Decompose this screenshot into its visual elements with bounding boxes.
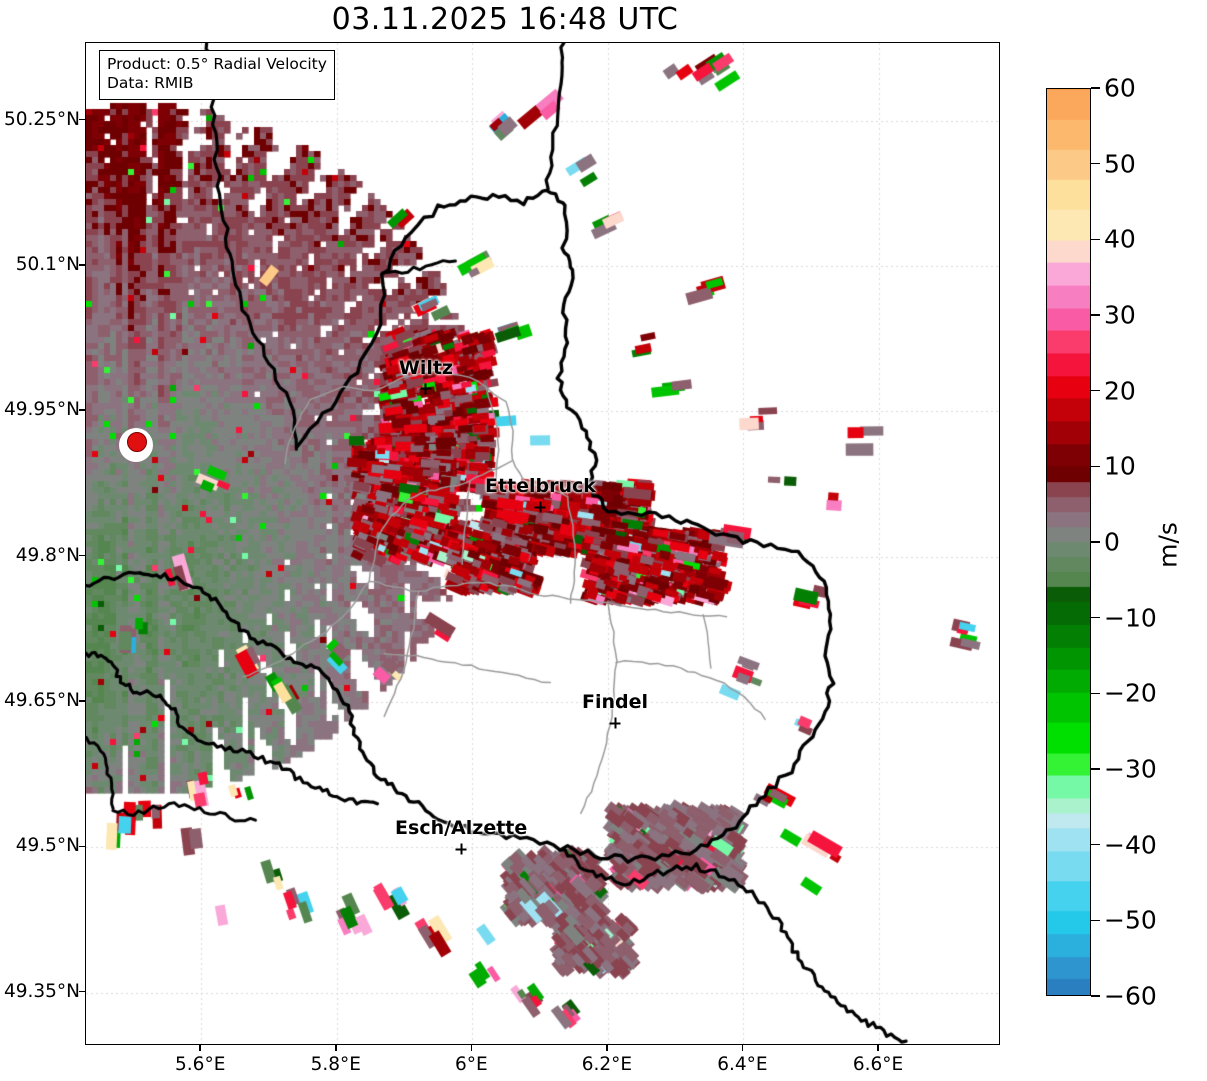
x-axis-tick-label: 5.8°E bbox=[310, 1054, 361, 1075]
x-axis-tick-label: 5.6°E bbox=[175, 1054, 226, 1075]
x-axis-tick bbox=[741, 1045, 744, 1051]
colorbar-tick-label: 20 bbox=[1104, 376, 1136, 406]
product-info-box: Product: 0.5° Radial Velocity Data: RMIB bbox=[99, 50, 335, 100]
colorbar-tick bbox=[1091, 389, 1100, 392]
y-axis-tick bbox=[79, 118, 85, 121]
colorbar-tick bbox=[1091, 919, 1100, 922]
x-axis-tick-label: 6.4°E bbox=[717, 1054, 768, 1075]
map-canvas-wrapper bbox=[86, 43, 999, 1044]
city-marker-icon bbox=[534, 501, 546, 513]
city-marker-icon bbox=[609, 717, 621, 729]
y-axis-tick bbox=[79, 990, 85, 993]
colorbar-tick-label: 10 bbox=[1104, 451, 1136, 481]
y-axis-tick-label: 49.35°N bbox=[3, 980, 80, 1002]
colorbar-tick bbox=[1091, 768, 1100, 770]
colorbar-tick bbox=[1091, 692, 1100, 695]
x-axis-tick-label: 6.6°E bbox=[852, 1054, 904, 1075]
y-axis-tick-label: 50.1°N bbox=[15, 253, 80, 275]
colorbar-tick bbox=[1091, 843, 1100, 846]
y-axis-tick-label: 49.65°N bbox=[3, 689, 80, 711]
y-axis-tick-label: 49.95°N bbox=[3, 399, 80, 421]
colorbar-tick-label: 0 bbox=[1104, 527, 1120, 557]
y-axis-tick-label: 49.5°N bbox=[15, 835, 80, 857]
colorbar-tick bbox=[1091, 616, 1100, 619]
x-axis-tick-label: 6.2°E bbox=[581, 1054, 633, 1075]
city-label-wiltz: Wiltz bbox=[398, 356, 453, 379]
colorbar-tick bbox=[1091, 995, 1100, 997]
city-label-ettelbruck: Ettelbruck bbox=[484, 475, 596, 498]
radar-map-plot[interactable] bbox=[85, 42, 1000, 1045]
city-label-esch-alzette: Esch/Alzette bbox=[395, 817, 528, 840]
y-axis-tick bbox=[79, 409, 85, 412]
data-source-line: Data: RMIB bbox=[107, 74, 194, 93]
radar-site-dot-icon bbox=[126, 432, 147, 453]
x-axis-tick bbox=[470, 1045, 473, 1051]
city-marker-icon bbox=[455, 843, 467, 855]
colorbar-tick-label: 60 bbox=[1104, 73, 1136, 103]
colorbar-tick bbox=[1091, 162, 1100, 165]
colorbar bbox=[1046, 88, 1091, 996]
x-axis-tick bbox=[199, 1045, 202, 1051]
y-axis-tick bbox=[79, 264, 85, 266]
colorbar-tick bbox=[1091, 541, 1100, 543]
colorbar-tick-label: 40 bbox=[1104, 224, 1136, 254]
colorbar-gradient bbox=[1047, 89, 1090, 995]
colorbar-tick-label: −50 bbox=[1104, 905, 1157, 935]
city-marker-icon bbox=[420, 383, 432, 395]
x-axis-tick bbox=[334, 1045, 337, 1051]
colorbar-tick-label: 30 bbox=[1104, 300, 1136, 330]
radar-site-marker bbox=[118, 428, 153, 463]
colorbar-tick bbox=[1091, 465, 1100, 468]
colorbar-tick bbox=[1091, 314, 1100, 316]
x-axis-tick-label: 6°E bbox=[454, 1054, 488, 1075]
colorbar-tick-label: −10 bbox=[1104, 603, 1157, 633]
colorbar-tick-label: −30 bbox=[1104, 754, 1157, 784]
city-label-findel: Findel bbox=[582, 691, 649, 714]
borders-layer bbox=[86, 43, 999, 1044]
y-axis-tick-label: 50.25°N bbox=[3, 108, 80, 130]
page-title: 03.11.2025 16:48 UTC bbox=[331, 2, 679, 37]
colorbar-tick-label: −20 bbox=[1104, 678, 1157, 708]
colorbar-tick bbox=[1091, 238, 1100, 241]
colorbar-tick-label: −40 bbox=[1104, 830, 1157, 860]
colorbar-tick-label: 50 bbox=[1104, 149, 1136, 179]
colorbar-tick-label: −60 bbox=[1104, 981, 1157, 1011]
colorbar-unit-label: m/s bbox=[1153, 522, 1183, 568]
y-axis-tick bbox=[79, 845, 85, 848]
x-axis-tick bbox=[877, 1045, 879, 1051]
y-axis-tick bbox=[79, 700, 85, 702]
y-axis-tick-label: 49.8°N bbox=[15, 544, 80, 566]
x-axis-tick bbox=[606, 1045, 608, 1051]
y-axis-tick bbox=[79, 554, 85, 557]
product-line: Product: 0.5° Radial Velocity bbox=[107, 55, 327, 73]
colorbar-tick bbox=[1091, 87, 1100, 89]
